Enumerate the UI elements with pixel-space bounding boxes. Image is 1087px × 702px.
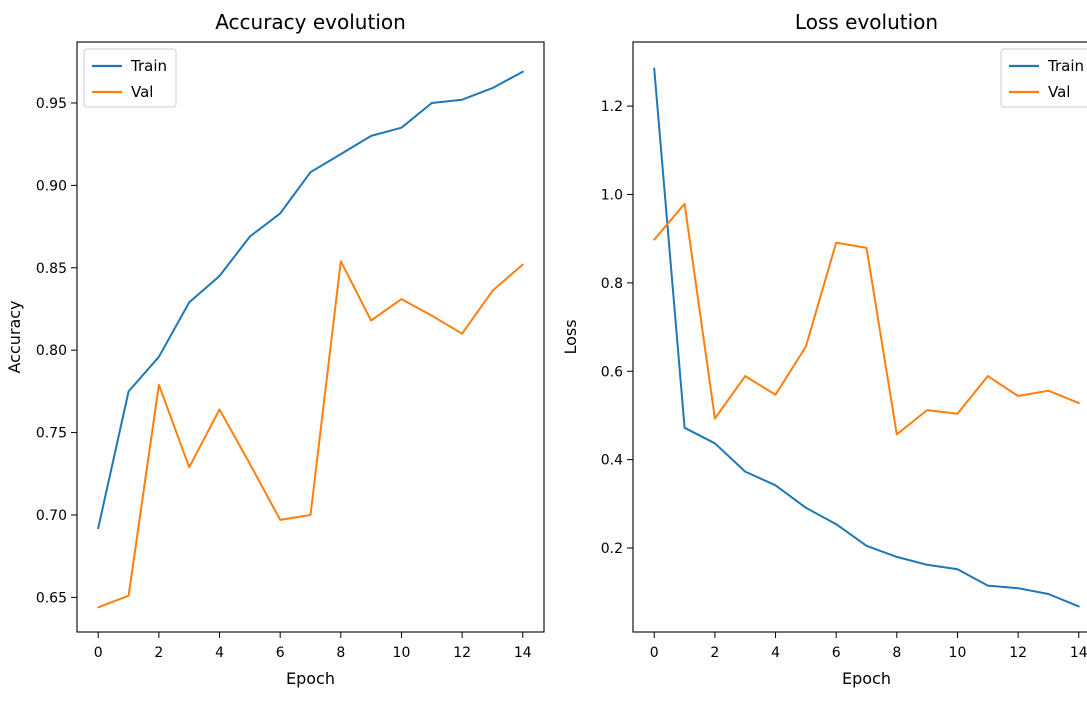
y-tick-label: 0.2	[601, 541, 623, 557]
x-tick-label: 0	[94, 645, 103, 661]
x-tick-label: 8	[892, 645, 901, 661]
plot-frame	[632, 41, 1087, 633]
x-axis-label: Epoch	[286, 669, 335, 688]
legend-label-val: Val	[131, 83, 153, 101]
y-tick-label: 1.0	[601, 187, 623, 203]
chart-title: Accuracy evolution	[215, 10, 406, 34]
chart-panel-1: Loss evolution 0 2 4 6 8 10 12 14 0.2 0.4 0.6 0.8 1.0…	[561, 10, 1087, 688]
series-line-val	[653, 202, 1080, 436]
plot-frame	[76, 41, 545, 633]
y-tick-label: 0.70	[36, 508, 67, 524]
y-tick-label: 0.4	[601, 453, 623, 469]
y-tick-label: 0.75	[36, 426, 67, 442]
y-axis-label: Loss	[561, 319, 580, 354]
legend: Train Val	[1000, 48, 1087, 108]
x-tick-label: 2	[154, 645, 163, 661]
series-line-val	[97, 260, 524, 609]
y-axis-label: Accuracy	[5, 300, 24, 373]
y-tick-label: 0.80	[36, 343, 67, 359]
y-tick-label: 0.6	[601, 364, 623, 380]
series-line-train	[653, 67, 1080, 608]
x-tick-label: 10	[949, 645, 967, 661]
y-tick-label: 1.2	[601, 99, 623, 115]
x-tick-label: 12	[453, 645, 471, 661]
legend-label-val: Val	[1048, 83, 1070, 101]
y-tick-label: 0.90	[36, 178, 67, 194]
chart-panel-0: Accuracy evolution 0 2 4 6 8 10 12 14 0.65 0.70 0.7…	[5, 10, 545, 688]
x-tick-label: 12	[1009, 645, 1027, 661]
chart-title: Loss evolution	[795, 10, 938, 34]
x-tick-label: 0	[650, 645, 659, 661]
legend-label-train: Train	[1047, 57, 1084, 75]
y-tick-label: 0.65	[36, 590, 67, 606]
x-tick-label: 6	[832, 645, 841, 661]
x-tick-label: 4	[215, 645, 224, 661]
x-tick-label: 4	[771, 645, 780, 661]
legend: Train Val	[83, 48, 177, 108]
y-tick-label: 0.95	[36, 96, 67, 112]
series-line-train	[97, 70, 524, 530]
y-tick-label: 0.85	[36, 261, 67, 277]
x-tick-label: 14	[1070, 645, 1087, 661]
x-tick-label: 14	[514, 645, 532, 661]
x-tick-label: 6	[276, 645, 285, 661]
x-tick-label: 10	[393, 645, 411, 661]
x-tick-label: 2	[710, 645, 719, 661]
x-axis-label: Epoch	[842, 669, 891, 688]
legend-label-train: Train	[130, 57, 167, 75]
x-tick-label: 8	[336, 645, 345, 661]
y-tick-label: 0.8	[601, 276, 623, 292]
